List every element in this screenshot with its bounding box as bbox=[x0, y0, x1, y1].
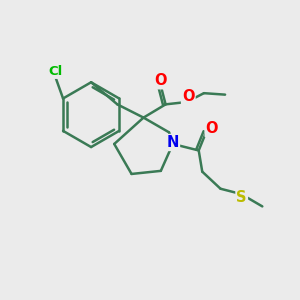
Text: O: O bbox=[206, 121, 218, 136]
Text: O: O bbox=[182, 89, 194, 104]
Text: Cl: Cl bbox=[49, 65, 63, 78]
Text: N: N bbox=[167, 135, 179, 150]
Text: O: O bbox=[154, 73, 167, 88]
Text: S: S bbox=[236, 190, 247, 205]
